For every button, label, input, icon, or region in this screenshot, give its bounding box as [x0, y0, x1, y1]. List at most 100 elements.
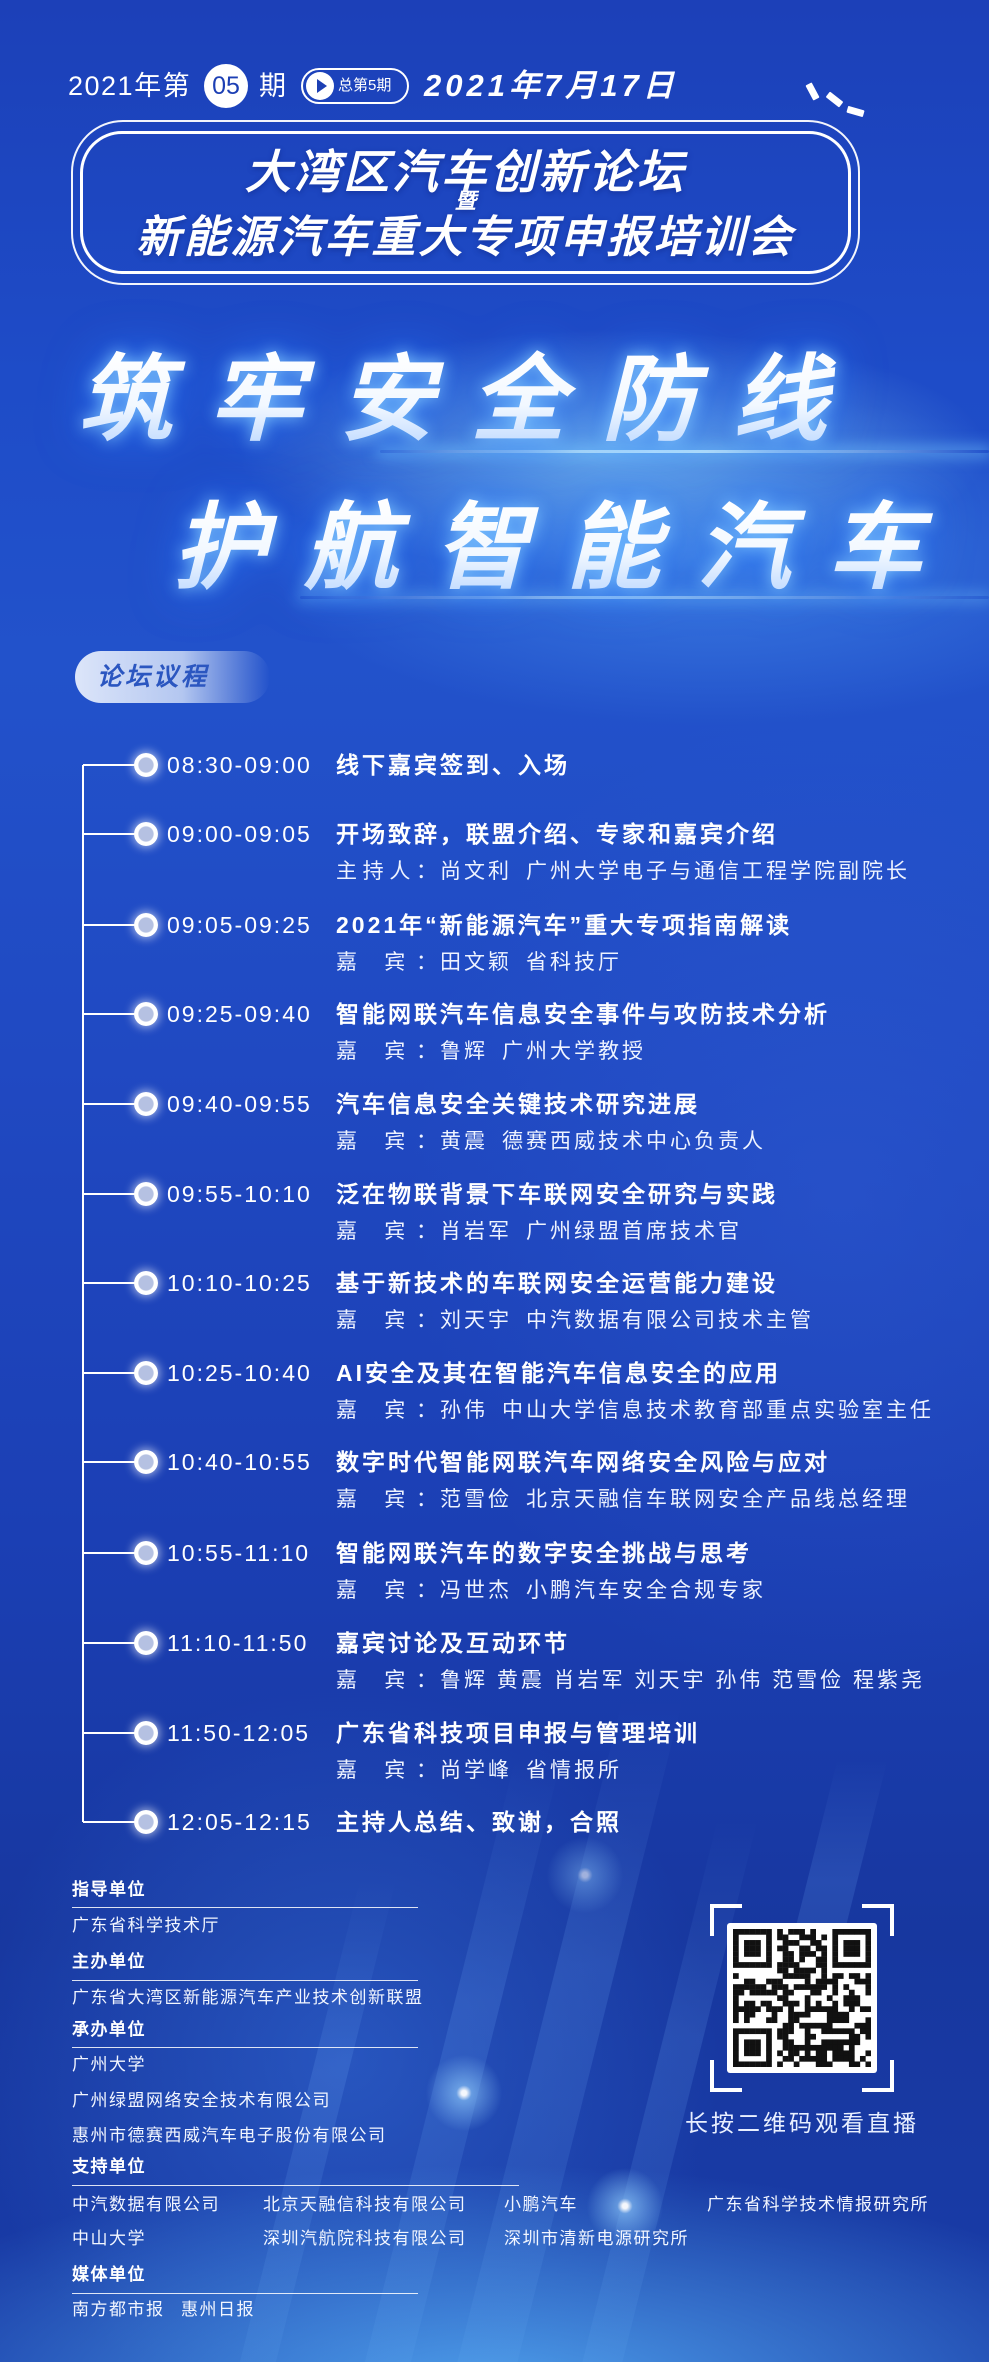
agenda-item: 09:00-09:05 开场致辞，联盟介绍、专家和嘉宾介绍 主持人：尚文利 广州大…	[0, 819, 989, 889]
timeline-dot	[134, 1002, 158, 1026]
issue-number: 05	[212, 72, 240, 100]
media-unit: 惠州日报	[181, 2300, 255, 2319]
timeline-dot	[134, 1182, 158, 1206]
issue-number-badge: 05	[204, 64, 248, 108]
speaker-role-label: 主持人：	[336, 860, 440, 883]
speaker-affiliation: 德赛西威技术中心负责人	[502, 1130, 766, 1153]
speaker-role-label: 嘉 宾：	[336, 1759, 440, 1782]
divider	[72, 2185, 519, 2186]
timeline-connector	[83, 833, 135, 835]
media-unit: 南方都市报	[72, 2300, 165, 2319]
agenda-topic: 泛在物联背景下车联网安全研究与实践	[336, 1181, 778, 1207]
play-icon	[306, 72, 334, 100]
qr-frame-corner	[862, 1904, 894, 1936]
support-unit: 中汽数据有限公司	[72, 2195, 220, 2214]
speaker-role-label: 嘉 宾：	[336, 1130, 440, 1153]
support-unit: 小鹏汽车	[504, 2195, 578, 2214]
agenda-topic: 开场致辞，联盟介绍、专家和嘉宾介绍	[336, 821, 778, 847]
speaker-name: 冯世杰	[440, 1579, 512, 1602]
agenda-topic: 主持人总结、致谢，合照	[336, 1809, 622, 1835]
undertaker-unit: 广州大学	[72, 2055, 146, 2074]
event-title-frame-inner	[80, 131, 851, 274]
speaker-name: 尚文利	[440, 860, 512, 883]
timeline-connector	[83, 1821, 135, 1823]
agenda-time: 09:25-09:40	[167, 1001, 312, 1027]
agenda-topic: AI安全及其在智能汽车信息安全的应用	[336, 1360, 781, 1386]
qr-frame-corner	[710, 1904, 742, 1936]
undertaker-unit: 惠州市德赛西威汽车电子股份有限公司	[72, 2126, 387, 2145]
agenda-item: 08:30-09:00 线下嘉宾签到、入场	[0, 750, 989, 820]
agenda-heading: 论坛议程	[97, 663, 210, 691]
agenda-item: 10:10-10:25 基于新技术的车联网安全运营能力建设 嘉 宾：刘天宇 中汽数…	[0, 1268, 989, 1338]
divider	[72, 2293, 418, 2294]
timeline-connector	[83, 1282, 135, 1284]
agenda-speaker: 嘉 宾：尚学峰 省情报所	[336, 1756, 622, 1786]
agenda-time: 09:00-09:05	[167, 821, 312, 847]
agenda-time: 09:05-09:25	[167, 912, 312, 938]
timeline-connector	[83, 1732, 135, 1734]
total-issue-label: 总第5期	[338, 77, 392, 94]
agenda-time: 11:10-11:50	[167, 1630, 309, 1656]
speaker-name: 鲁辉	[440, 1040, 488, 1063]
agenda-speaker: 嘉 宾：黄震 德赛西威技术中心负责人	[336, 1127, 766, 1157]
agenda-item: 11:50-12:05 广东省科技项目申报与管理培训 嘉 宾：尚学峰 省情报所	[0, 1718, 989, 1788]
agenda-item: 11:10-11:50 嘉宾讨论及互动环节 嘉 宾：鲁辉 黄震 肖岩军 刘天宇 …	[0, 1628, 989, 1698]
agenda-item: 09:05-09:25 2021年“新能源汽车”重大专项指南解读 嘉 宾：田文颖…	[0, 910, 989, 980]
undertaker-unit: 广州绿盟网络安全技术有限公司	[72, 2091, 331, 2110]
agenda-time: 10:55-11:10	[167, 1540, 311, 1566]
speaker-affiliation: 省情报所	[526, 1759, 622, 1782]
timeline-dot	[134, 1450, 158, 1474]
qr-frame[interactable]	[710, 1904, 894, 2092]
divider	[72, 1907, 418, 1908]
agenda-item: 09:55-10:10 泛在物联背景下车联网安全研究与实践 嘉 宾：肖岩军 广州绿…	[0, 1179, 989, 1249]
speaker-role-label: 嘉 宾：	[336, 1488, 440, 1511]
guide-unit: 广东省科学技术厅	[72, 1916, 220, 1935]
agenda-item: 09:25-09:40 智能网联汽车信息安全事件与攻防技术分析 嘉 宾：鲁辉 广州…	[0, 999, 989, 1069]
support-unit: 深圳市清新电源研究所	[504, 2229, 689, 2248]
agenda-speaker: 嘉 宾：鲁辉 广州大学教授	[336, 1037, 646, 1067]
timeline-dot	[134, 1541, 158, 1565]
speaker-role-label: 嘉 宾：	[336, 1399, 440, 1422]
agenda-topic: 嘉宾讨论及互动环节	[336, 1630, 570, 1656]
speaker-name: 尚学峰	[440, 1759, 512, 1782]
speaker-affiliation: 中汽数据有限公司技术主管	[526, 1309, 814, 1332]
agenda-time: 12:05-12:15	[167, 1809, 312, 1835]
speaker-name: 孙伟	[440, 1399, 488, 1422]
timeline-dot	[134, 1361, 158, 1385]
agenda-time: 11:50-12:05	[167, 1720, 311, 1746]
qr-code[interactable]	[733, 1929, 872, 2068]
qr-frame-corner	[710, 2060, 742, 2092]
timeline-dot	[134, 1810, 158, 1834]
speaker-affiliation: 中山大学信息技术教育部重点实验室主任	[502, 1399, 934, 1422]
qr-caption: 长按二维码观看直播	[685, 2110, 919, 2136]
timeline-dot	[134, 822, 158, 846]
speaker-affiliation: 广州大学教授	[502, 1040, 646, 1063]
timeline-dot	[134, 1721, 158, 1745]
agenda-speaker: 嘉 宾：肖岩军 广州绿盟首席技术官	[336, 1217, 742, 1247]
agenda-item: 10:55-11:10 智能网联汽车的数字安全挑战与思考 嘉 宾：冯世杰 小鹏汽车…	[0, 1538, 989, 1608]
support-unit-label: 支持单位	[72, 2157, 146, 2176]
decorative-dash	[805, 82, 820, 101]
speaker-affiliation: 省科技厅	[526, 951, 622, 974]
speaker-role-label: 嘉 宾：	[336, 1309, 440, 1332]
issue-suffix: 期	[259, 71, 288, 101]
support-unit: 北京天融信科技有限公司	[263, 2195, 467, 2214]
agenda-topic: 数字时代智能网联汽车网络安全风险与应对	[336, 1449, 830, 1475]
speaker-affiliation: 广州大学电子与通信工程学院副院长	[526, 860, 910, 883]
event-title-line1: 大湾区汽车创新论坛	[245, 146, 686, 198]
decorative-dash	[825, 91, 844, 108]
timeline-connector	[83, 1552, 135, 1554]
speaker-name: 田文颖	[440, 951, 512, 974]
speaker-affiliation: 广州绿盟首席技术官	[526, 1220, 742, 1243]
event-title-frame: 大湾区汽车创新论坛 暨 新能源汽车重大专项申报培训会	[71, 120, 860, 285]
speaker-name: 范雪俭	[440, 1488, 512, 1511]
timeline-dot	[134, 913, 158, 937]
agenda-speaker: 嘉 宾：孙伟 中山大学信息技术教育部重点实验室主任	[336, 1396, 934, 1426]
slogan-line2: 护航智能汽车	[173, 495, 960, 600]
agenda-time: 09:55-10:10	[167, 1181, 312, 1207]
event-title-line2: 新能源汽车重大专项申报培训会	[136, 213, 795, 262]
agenda-speaker: 嘉 宾：鲁辉 黄震 肖岩军 刘天宇 孙伟 范雪俭 程紫尧	[336, 1666, 925, 1696]
event-date: 2021年7月17日	[424, 68, 678, 103]
background-light-beam	[239, 1880, 397, 2362]
timeline-connector	[83, 1642, 135, 1644]
